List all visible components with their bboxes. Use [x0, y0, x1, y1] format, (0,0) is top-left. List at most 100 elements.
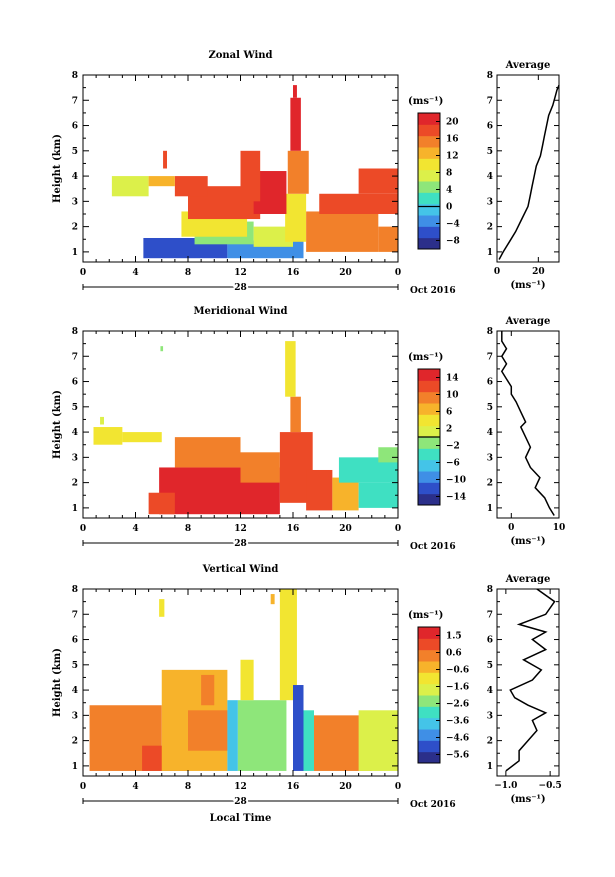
- profile-frame: [496, 588, 560, 777]
- y-tick-label: 1: [72, 504, 78, 514]
- colorbar-tick-label: 14: [446, 374, 459, 384]
- colorbar-tick-label: −10: [446, 476, 466, 486]
- profile-y-tick-label: 5: [487, 661, 493, 671]
- heatmap-cell: [378, 447, 398, 463]
- x-tick-label: 4: [132, 268, 138, 278]
- colorbar-swatch: [418, 403, 440, 415]
- x-tick-label: 12: [234, 524, 247, 534]
- profile-y-tick-label: 7: [487, 610, 493, 620]
- y-tick-label: 5: [72, 147, 78, 157]
- colorbar-swatch: [418, 414, 440, 427]
- colorbar-tick-label: 20: [446, 118, 459, 128]
- profile-y-tick-label: 5: [487, 403, 493, 413]
- y-tick-label: 6: [72, 122, 78, 132]
- heatmap-cell: [332, 477, 359, 511]
- chart-title: Zonal Wind: [208, 50, 272, 61]
- heatmap-cell: [358, 168, 398, 194]
- profile-x-label: (ms⁻¹): [510, 536, 545, 547]
- heatmap-cell: [174, 437, 241, 468]
- x-tick-label: 0: [80, 268, 86, 278]
- colorbar-swatch: [418, 740, 440, 753]
- profile-frame: [496, 74, 560, 263]
- colorbar-swatch: [418, 237, 440, 250]
- colorbar-swatch: [418, 638, 440, 651]
- date-label: Oct 2016: [410, 286, 456, 296]
- colorbar-tick-label: 10: [446, 391, 459, 401]
- colorbar-swatch: [418, 158, 440, 171]
- colorbar-swatch: [418, 169, 440, 182]
- profile-x-tick-label: 0: [494, 267, 500, 277]
- x-tick-label: 0: [395, 268, 401, 278]
- colorbar-swatch: [418, 683, 440, 696]
- colorbar-swatch: [418, 729, 440, 741]
- colorbar-frame: [417, 112, 441, 250]
- x-tick-label: 0: [80, 524, 86, 534]
- heatmap-cell: [306, 211, 379, 252]
- colorbar-tick-label: 0.6: [446, 649, 462, 659]
- chart-title: Vertical Wind: [202, 564, 279, 575]
- x-tick-label: 16: [287, 524, 300, 534]
- x-tick-label: 0: [395, 782, 401, 792]
- heatmap-cell: [122, 432, 162, 443]
- profile-y-tick-label: 7: [487, 96, 493, 106]
- heatmap-cell: [240, 452, 280, 483]
- colorbar-swatch: [418, 649, 440, 662]
- colorbar-swatch: [418, 147, 440, 159]
- y-tick-label: 6: [72, 378, 78, 388]
- y-tick-label: 8: [72, 585, 78, 595]
- profile-y-tick-label: 1: [487, 248, 493, 258]
- y-tick-label: 2: [72, 479, 78, 489]
- x-tick-label: 8: [185, 268, 191, 278]
- profile-y-tick-label: 8: [487, 327, 493, 337]
- y-tick-label: 4: [72, 428, 78, 438]
- heatmap-cell: [160, 346, 164, 352]
- colorbar-tick-label: 16: [446, 135, 459, 145]
- profile-line: [498, 84, 560, 260]
- profile-y-tick-label: 4: [487, 686, 493, 696]
- heatmap-cell: [253, 226, 293, 247]
- colorbar-swatch: [418, 493, 440, 506]
- profile-frame: [496, 330, 560, 519]
- profile-x-label: (ms⁻¹): [510, 280, 545, 291]
- profile-x-label: (ms⁻¹): [510, 794, 545, 805]
- colorbar-tick-label: −1.6: [446, 683, 469, 693]
- colorbar-swatch: [418, 661, 440, 673]
- profile-x-tick-label: −1.0: [494, 781, 517, 791]
- x-tick-label: 0: [80, 782, 86, 792]
- heatmap-cell: [293, 85, 297, 98]
- y-axis-label: Height (km): [52, 134, 63, 203]
- y-axis-label: Height (km): [52, 648, 63, 717]
- colorbar-tick-label: −4.6: [446, 734, 469, 744]
- date-label: Oct 2016: [410, 542, 456, 552]
- heatmap-cell: [148, 176, 175, 187]
- profile-x-tick-label: −0.5: [539, 781, 562, 791]
- x-tick-label: 12: [234, 782, 247, 792]
- y-tick-label: 3: [72, 197, 78, 207]
- y-tick-label: 4: [72, 686, 78, 696]
- profile-x-tick-label: 20: [532, 267, 545, 277]
- heatmap-cell: [240, 659, 254, 701]
- x-tick-label: 4: [132, 524, 138, 534]
- colorbar-swatch: [418, 448, 440, 461]
- profile-y-tick-label: 1: [487, 504, 493, 514]
- heatmap-cell: [188, 710, 228, 751]
- colorbar-tick-label: −8: [446, 237, 460, 247]
- y-axis-label: Height (km): [52, 390, 63, 459]
- profile-y-tick-label: 2: [487, 223, 493, 233]
- colorbar-swatch: [418, 135, 440, 148]
- colorbar-tick-label: −6: [446, 459, 460, 469]
- x-tick-label: 8: [185, 782, 191, 792]
- colorbar-swatch: [418, 425, 440, 438]
- average-title: Average: [505, 316, 551, 327]
- x-tick-label: 20: [339, 782, 352, 792]
- heatmap-cell: [293, 685, 304, 771]
- colorbar-tick-label: 4: [446, 186, 452, 196]
- y-tick-label: 6: [72, 636, 78, 646]
- profile-y-tick-label: 2: [487, 737, 493, 747]
- colorbar-swatch: [418, 369, 440, 381]
- y-tick-label: 8: [72, 71, 78, 81]
- heatmap-cell: [111, 176, 149, 197]
